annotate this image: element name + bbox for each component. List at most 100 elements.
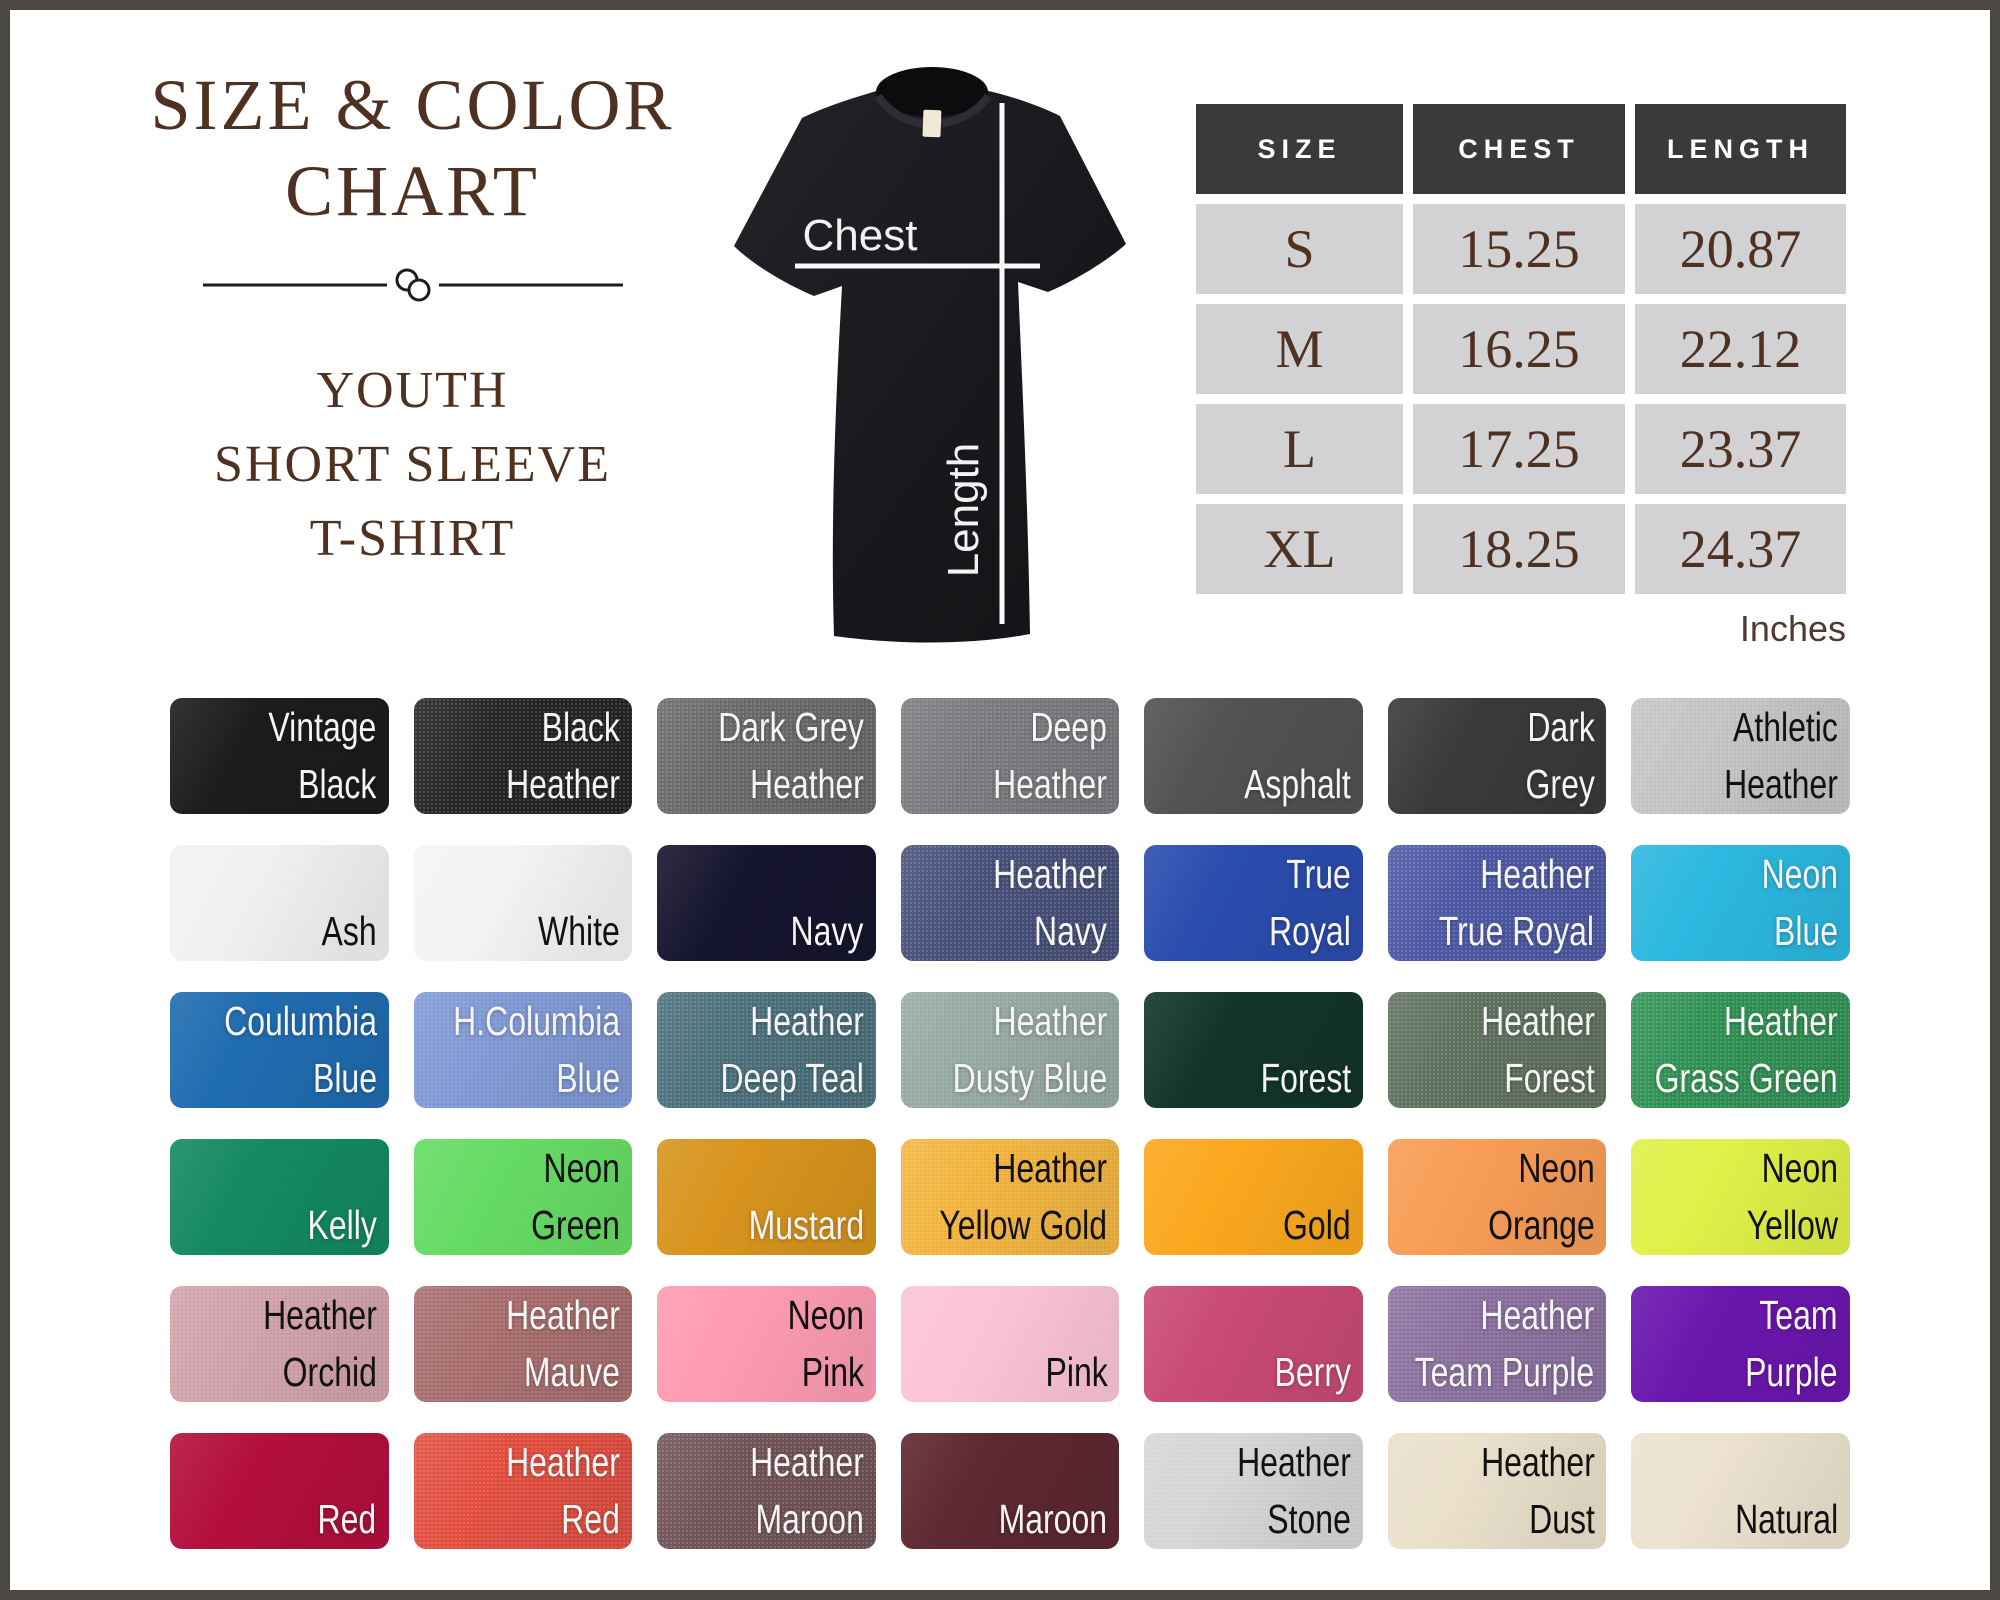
color-swatch-heather-navy: Heather Navy — [900, 845, 1120, 961]
divider-ornament — [202, 268, 623, 302]
color-swatch-white: White — [413, 845, 633, 961]
size-cell: M — [1196, 304, 1403, 394]
color-swatch-label: Kelly — [307, 1202, 377, 1248]
color-swatch-forest: Forest — [1144, 992, 1363, 1108]
product-subtitle: YOUTH SHORT SLEEVE T-SHIRT — [125, 354, 700, 576]
color-swatch-heather-true-royal: Heather True Royal — [1387, 845, 1607, 961]
color-swatch-label: Neon Blue — [1761, 851, 1838, 954]
color-swatch-label: Mustard — [748, 1202, 864, 1248]
color-swatch-label: Heather Navy — [993, 851, 1108, 954]
chest-cell: 16.25 — [1413, 304, 1625, 394]
color-swatch-heather-yellow-gold: Heather Yellow Gold — [900, 1139, 1120, 1255]
color-swatch-label: True Royal — [1269, 851, 1351, 954]
subtitle-line3: T-SHIRT — [309, 510, 516, 567]
color-swatch-heather-forest: Heather Forest — [1387, 992, 1607, 1108]
color-swatch-athletic-heather: Athletic Heather — [1631, 698, 1850, 814]
subtitle-line1: YOUTH — [316, 362, 509, 419]
subtitle-line2: SHORT SLEEVE — [214, 436, 611, 493]
color-swatch-label: Heather Dust — [1480, 1439, 1595, 1542]
color-swatch-neon-blue: Neon Blue — [1631, 845, 1850, 961]
color-swatch-label: Dark Grey — [1525, 704, 1595, 807]
color-swatch-label: Berry — [1274, 1349, 1351, 1395]
color-swatch-heather-team-purple: Heather Team Purple — [1387, 1286, 1607, 1402]
chest-label: Chest — [803, 211, 918, 260]
size-table-header-size: SIZE — [1196, 104, 1403, 194]
color-swatch-label: Neon Orange — [1487, 1145, 1595, 1248]
color-swatch-neon-yellow: Neon Yellow — [1631, 1139, 1850, 1255]
color-swatch-heather-mauve: Heather Mauve — [413, 1286, 633, 1402]
color-swatch-dark-grey: Dark Grey — [1387, 698, 1607, 814]
page-title-line2: CHART — [285, 151, 540, 231]
color-swatch-label: Natural — [1734, 1496, 1838, 1542]
chest-cell: 17.25 — [1413, 404, 1625, 494]
color-swatch-label: Heather Stone — [1237, 1439, 1351, 1542]
color-swatch-label: Gold — [1283, 1202, 1351, 1248]
color-swatch-heather-grass-green: Heather Grass Green — [1631, 992, 1850, 1108]
size-cell: L — [1196, 404, 1403, 494]
color-swatch-team-purple: Team Purple — [1631, 1286, 1850, 1402]
color-swatch-mustard: Mustard — [657, 1139, 876, 1255]
color-swatch-label: Heather Team Purple — [1414, 1292, 1595, 1395]
color-swatch-red: Red — [170, 1433, 389, 1549]
color-swatch-label: Asphalt — [1244, 761, 1351, 807]
color-swatch-label: Neon Green — [531, 1145, 621, 1248]
color-swatch-maroon: Maroon — [900, 1433, 1120, 1549]
color-swatch-kelly: Kelly — [170, 1139, 389, 1255]
color-swatch-label: Black Heather — [506, 704, 621, 807]
color-swatch-gold: Gold — [1144, 1139, 1363, 1255]
tshirt-diagram: Chest Length — [710, 48, 1150, 663]
color-swatch-neon-pink: Neon Pink — [657, 1286, 876, 1402]
color-swatch-dark-grey-heather: Dark Grey Heather — [657, 698, 876, 814]
length-label: Length — [939, 443, 988, 578]
color-swatch-berry: Berry — [1144, 1286, 1363, 1402]
color-swatch-label: Heather Dusty Blue — [952, 998, 1108, 1101]
color-swatch-heather-stone: Heather Stone — [1144, 1433, 1363, 1549]
color-swatch-label: Red — [317, 1496, 377, 1542]
color-swatch-label: Maroon — [998, 1496, 1108, 1542]
color-swatch-heather-red: Heather Red — [413, 1433, 633, 1549]
size-cell: XL — [1196, 504, 1403, 594]
color-swatch-label: Heather Forest — [1480, 998, 1595, 1101]
color-swatch-h-columbia-blue: H.Columbia Blue — [413, 992, 633, 1108]
color-swatch-label: Deep Heather — [993, 704, 1108, 807]
color-swatch-deep-heather: Deep Heather — [900, 698, 1120, 814]
color-swatch-label: Neon Yellow — [1746, 1145, 1838, 1248]
color-swatch-label: White — [538, 908, 621, 954]
length-cell: 24.37 — [1635, 504, 1846, 594]
color-swatch-label: Heather Yellow Gold — [939, 1145, 1108, 1248]
color-swatch-neon-green: Neon Green — [413, 1139, 633, 1255]
tshirt-image: Chest Length — [734, 67, 1126, 643]
color-swatch-label: Heather Orchid — [262, 1292, 377, 1395]
color-swatch-label: Heather Maroon — [749, 1439, 864, 1542]
color-swatch-label: Heather Mauve — [506, 1292, 621, 1395]
color-swatch-black-heather: Black Heather — [413, 698, 633, 814]
color-swatch-heather-maroon: Heather Maroon — [657, 1433, 876, 1549]
color-swatch-natural: Natural — [1631, 1433, 1850, 1549]
color-swatch-grid: Vintage Black Black Heather Dark Grey Heather… — [170, 698, 1850, 1549]
units-label: Inches — [1739, 608, 1846, 649]
header-block: SIZE & COLOR CHART YOUTH SHORT SLEEVE T-… — [125, 62, 700, 576]
size-cell: S — [1196, 204, 1403, 294]
neck-tag — [922, 109, 942, 138]
color-swatch-label: Neon Pink — [787, 1292, 864, 1395]
color-swatch-label: Heather Deep Teal — [720, 998, 864, 1101]
color-swatch-heather-deep-teal: Heather Deep Teal — [657, 992, 876, 1108]
color-swatch-label: Dark Grey Heather — [717, 704, 864, 807]
size-table-header-length: LENGTH — [1635, 104, 1846, 194]
color-swatch-label: Coulumbia Blue — [223, 998, 377, 1101]
length-cell: 20.87 — [1635, 204, 1846, 294]
color-swatch-label: Team Purple — [1745, 1292, 1838, 1395]
color-swatch-ash: Ash — [170, 845, 389, 961]
color-swatch-coulumbia-blue: Coulumbia Blue — [170, 992, 389, 1108]
color-swatch-label: Heather Red — [506, 1439, 621, 1542]
page-title: SIZE & COLOR CHART — [125, 62, 700, 234]
color-swatch-navy: Navy — [657, 845, 876, 961]
color-swatch-heather-dusty-blue: Heather Dusty Blue — [900, 992, 1120, 1108]
color-swatch-true-royal: True Royal — [1144, 845, 1363, 961]
color-swatch-vintage-black: Vintage Black — [170, 698, 389, 814]
chest-cell: 15.25 — [1413, 204, 1625, 294]
color-swatch-label: Forest — [1260, 1055, 1351, 1101]
length-cell: 22.12 — [1635, 304, 1846, 394]
color-swatch-neon-orange: Neon Orange — [1387, 1139, 1607, 1255]
